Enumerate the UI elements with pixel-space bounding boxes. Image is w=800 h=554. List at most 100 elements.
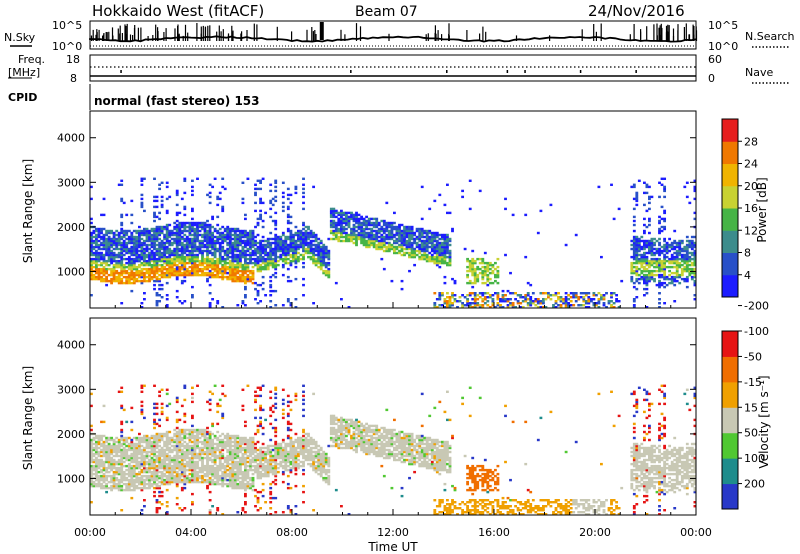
power-cell	[491, 294, 495, 297]
power-cell	[552, 306, 555, 309]
power-cell	[173, 249, 177, 253]
velocity-cell	[158, 490, 162, 494]
power-cell	[261, 243, 265, 247]
power-cell	[276, 247, 280, 251]
power-cell	[536, 302, 540, 305]
power-cell	[294, 265, 298, 269]
power-cell	[385, 221, 389, 225]
power-cell	[120, 199, 124, 203]
power-cell	[645, 183, 649, 187]
velocity-cell	[122, 460, 126, 464]
power-cell	[120, 279, 124, 283]
power-cell	[658, 265, 661, 269]
power-cell	[327, 271, 331, 275]
velocity-cell	[196, 384, 199, 388]
velocity-cell	[178, 464, 182, 468]
power-cell	[630, 279, 634, 283]
power-cell	[127, 263, 131, 267]
power-cell	[165, 259, 169, 263]
power-cell	[632, 265, 636, 269]
power-cell	[251, 251, 255, 255]
power-cell	[640, 235, 644, 239]
power-cell	[413, 247, 417, 251]
velocity-cell	[95, 440, 98, 444]
power-cell	[345, 235, 348, 239]
velocity-cell	[140, 468, 144, 472]
velocity-cell	[198, 448, 202, 452]
power-cell	[375, 239, 379, 243]
power-cell	[168, 273, 172, 277]
power-cell	[514, 306, 518, 309]
power-cell	[216, 275, 220, 279]
power-cell	[153, 195, 156, 199]
velocity-cell	[130, 480, 134, 484]
power-cell	[173, 241, 177, 245]
power-cell	[261, 201, 265, 205]
power-cell	[92, 241, 96, 245]
power-cell	[529, 304, 533, 307]
power-cell	[231, 269, 235, 273]
power-cell	[249, 243, 252, 247]
velocity-cell	[153, 476, 156, 480]
power-cell	[410, 249, 414, 253]
power-cell	[284, 253, 288, 257]
velocity-cell	[198, 456, 202, 460]
power-cell	[218, 269, 222, 273]
power-cell	[92, 239, 96, 243]
velocity-cell	[145, 466, 149, 470]
power-cell	[102, 197, 106, 201]
power-cell	[284, 259, 288, 263]
power-cell	[387, 229, 391, 233]
power-cell	[635, 245, 639, 249]
power-cell	[466, 294, 470, 297]
power-cell	[110, 281, 114, 285]
power-cell	[678, 265, 682, 269]
velocity-cell	[145, 468, 149, 472]
velocity-cell	[158, 460, 162, 464]
velocity-cell	[145, 478, 149, 482]
power-cell	[390, 229, 394, 233]
power-cell	[347, 219, 351, 223]
power-cell	[269, 215, 273, 219]
velocity-cell	[132, 452, 136, 456]
power-cell	[90, 277, 93, 281]
power-cell	[264, 249, 268, 253]
velocity-cell	[145, 436, 149, 440]
velocity-cell	[102, 450, 106, 454]
power-cell	[443, 241, 447, 245]
power-cell	[357, 223, 361, 227]
velocity-cell	[153, 486, 156, 490]
power-cell	[198, 221, 202, 225]
power-cell	[387, 243, 391, 247]
velocity-cell	[135, 438, 139, 442]
velocity-cell	[100, 438, 103, 442]
power-cell	[408, 241, 411, 245]
power-cell	[660, 267, 664, 271]
power-cell	[319, 261, 323, 265]
power-cell	[423, 255, 427, 259]
power-cell	[120, 221, 124, 225]
power-cell	[680, 259, 684, 263]
power-cell	[405, 239, 409, 243]
power-cell	[115, 237, 119, 241]
power-cell	[668, 237, 672, 241]
power-cell	[165, 233, 169, 237]
power-cell	[97, 273, 101, 277]
power-cell	[180, 253, 184, 257]
velocity-cell	[173, 458, 177, 462]
power-cell	[211, 265, 215, 269]
power-cell	[658, 237, 661, 241]
power-cell	[370, 229, 374, 233]
power-cell	[281, 259, 285, 263]
power-cell	[663, 263, 667, 267]
power-cell	[693, 275, 697, 279]
power-cell	[360, 229, 364, 233]
power-cell	[284, 247, 288, 251]
power-cell	[226, 261, 230, 265]
power-cell	[100, 243, 103, 247]
power-cell	[648, 217, 651, 221]
power-cell	[483, 269, 487, 273]
power-cell	[693, 283, 697, 287]
power-cell	[208, 251, 212, 255]
power-cell	[658, 302, 661, 305]
